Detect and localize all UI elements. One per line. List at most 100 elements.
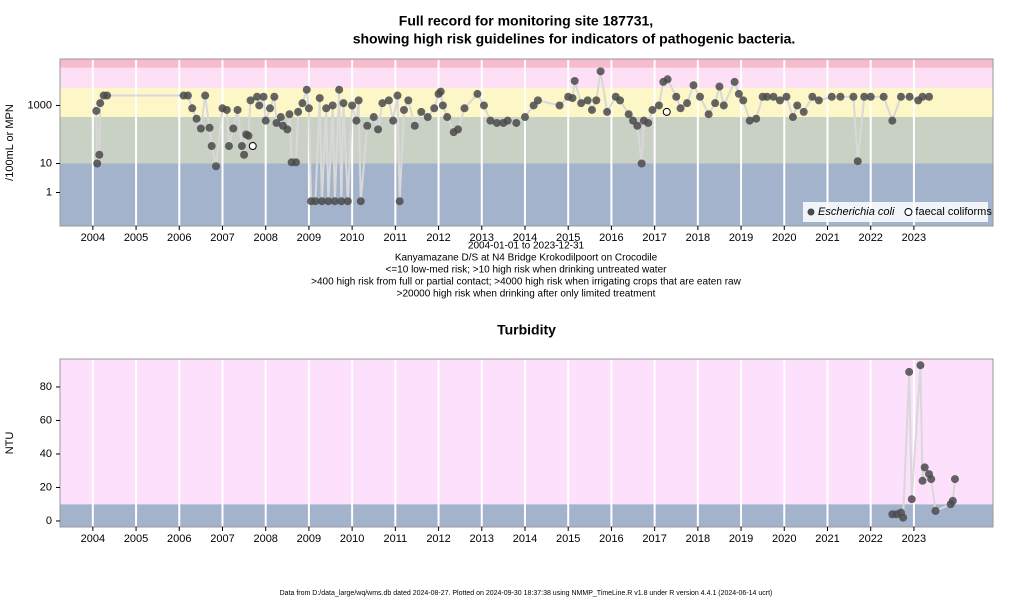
x-tick-label: 2004 (81, 533, 105, 545)
data-point (330, 197, 339, 206)
data-point (454, 125, 463, 134)
data-point (592, 96, 601, 105)
data-point (925, 92, 934, 101)
x-tick-label: 2008 (253, 533, 277, 545)
data-point (793, 101, 802, 110)
data-point (443, 113, 452, 122)
data-point (596, 67, 605, 76)
data-point (276, 113, 285, 122)
data-point (298, 99, 307, 108)
data-point (907, 495, 916, 504)
x-tick-label: 2021 (815, 533, 839, 545)
data-point (294, 107, 303, 116)
data-point (927, 475, 936, 484)
data-point (633, 121, 642, 130)
data-point (196, 124, 205, 133)
x-tick-label: 2013 (470, 232, 494, 244)
data-point (814, 96, 823, 105)
data-point (654, 101, 663, 110)
data-point (918, 92, 927, 101)
data-point (916, 361, 925, 370)
data-point (730, 77, 739, 86)
data-point (103, 91, 112, 100)
data-point (866, 92, 875, 101)
data-point (503, 116, 512, 125)
data-point (704, 110, 713, 119)
plot-frame (59, 58, 994, 227)
x-tick-label: 2013 (470, 533, 494, 545)
data-point (512, 118, 521, 127)
data-point (555, 101, 564, 110)
x-tick-label: 2011 (384, 232, 408, 244)
data-point (270, 92, 279, 101)
data-point (354, 96, 363, 105)
data-point (948, 496, 957, 505)
x-tick-label: 2006 (167, 533, 191, 545)
data-point (430, 104, 439, 113)
data-point (492, 118, 501, 127)
data-point (715, 82, 724, 91)
data-point (339, 99, 348, 108)
data-point (827, 92, 836, 101)
x-tick-label: 2011 (384, 533, 408, 545)
data-point (266, 104, 275, 113)
x-tick-label: 2009 (297, 533, 321, 545)
data-point (224, 142, 233, 151)
data-point (436, 87, 445, 96)
x-tick-label: 2016 (599, 533, 623, 545)
data-point (950, 475, 959, 484)
data-point (662, 107, 671, 116)
note: >20000 high risk when drinking after onl… (397, 289, 656, 300)
data-point (587, 105, 596, 114)
plot-frame (59, 358, 994, 528)
data-point (205, 123, 214, 132)
data-point (479, 101, 488, 110)
footer: Data from D:/data_large/wq/wms.db dated … (280, 590, 773, 597)
y-tick-label: 0 (46, 515, 52, 527)
data-point (473, 89, 482, 98)
data-point (343, 197, 352, 206)
data-point (389, 116, 398, 125)
x-tick-label: 2010 (340, 533, 364, 545)
data-point (229, 124, 238, 133)
x-tick-label: 2015 (556, 232, 580, 244)
legend-label: faecal coliforms (915, 206, 992, 218)
y-tick-label: 40 (40, 448, 52, 460)
data-point (719, 101, 728, 110)
data-point (577, 99, 586, 108)
data-point (762, 92, 771, 101)
risk-band (60, 359, 993, 505)
data-point (752, 114, 761, 123)
data-point (272, 118, 281, 127)
data-point (374, 125, 383, 134)
data-point (322, 104, 331, 113)
chart-title: Turbidity (497, 322, 556, 338)
x-tick-label: 2014 (513, 533, 537, 545)
x-tick-label: 2017 (642, 232, 666, 244)
data-point (460, 104, 469, 113)
data-point (808, 92, 817, 101)
data-point (739, 96, 748, 105)
data-point (438, 101, 447, 110)
data-point (384, 96, 393, 105)
legend-label: Escherichia coli (818, 206, 895, 218)
data-point (860, 92, 869, 101)
x-tick-label: 2019 (729, 232, 753, 244)
x-tick-label: 2021 (815, 232, 839, 244)
x-tick-label: 2015 (556, 533, 580, 545)
data-point (324, 197, 333, 206)
x-tick-label: 2017 (642, 533, 666, 545)
data-point (637, 159, 646, 168)
data-point (520, 113, 529, 122)
data-point (745, 116, 754, 125)
data-point (734, 89, 743, 98)
data-point (417, 107, 426, 116)
data-point (853, 157, 862, 166)
y-axis-label: NTU (4, 432, 16, 455)
risk-band (60, 117, 993, 164)
data-point (603, 107, 612, 116)
data-point (261, 116, 270, 125)
x-tick-label: 2009 (297, 232, 321, 244)
data-point (378, 99, 387, 108)
data-point (696, 92, 705, 101)
